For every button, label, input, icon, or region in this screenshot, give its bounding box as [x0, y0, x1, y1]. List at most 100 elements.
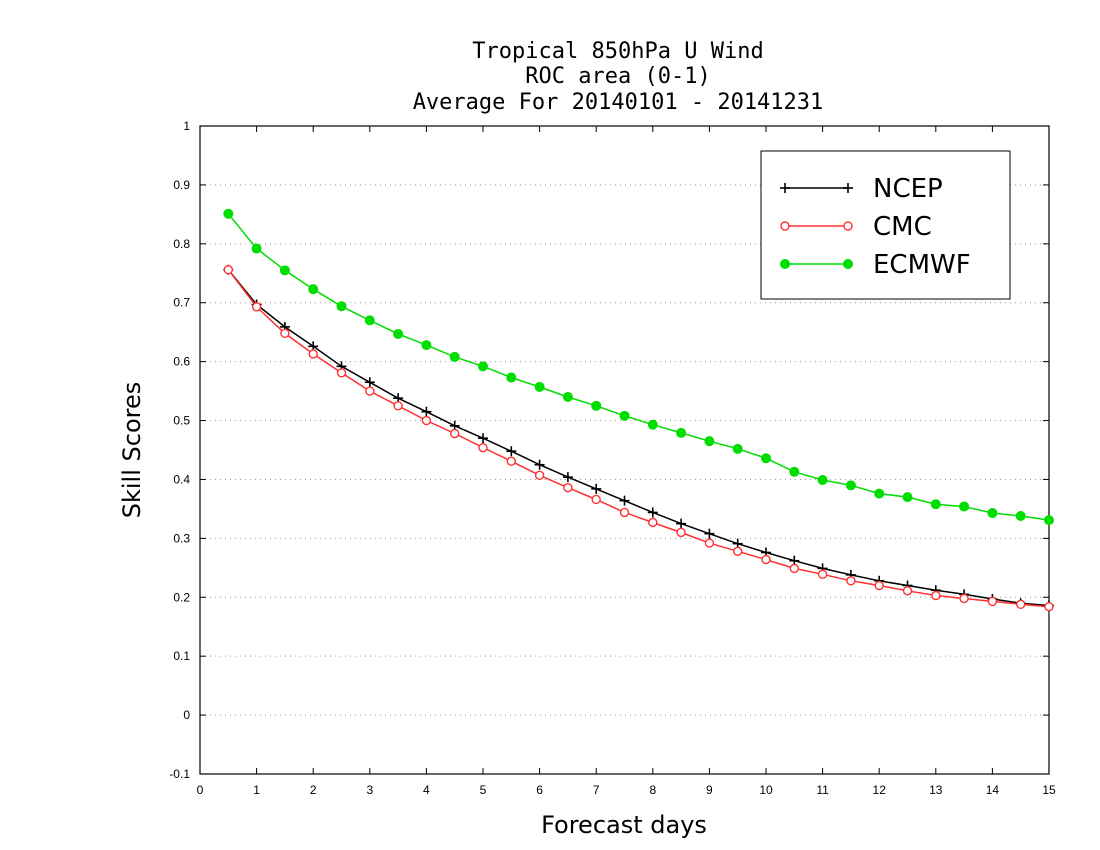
- x-tick-label: 2: [310, 783, 317, 797]
- cmc-point: [308, 349, 318, 359]
- x-tick-label: 10: [759, 783, 773, 797]
- legend-label-cmc: CMC: [873, 212, 932, 242]
- ecmwf-point: [704, 436, 715, 447]
- cmc-point: [280, 328, 290, 339]
- cmc-point: [591, 494, 601, 505]
- series-ecmwf: [223, 208, 1054, 526]
- cmc-point: [959, 593, 969, 604]
- legend-item-ecmwf: ECMWF: [780, 250, 971, 280]
- cmc-point: [931, 590, 941, 601]
- cmc-point: [1044, 601, 1054, 612]
- x-tick-label: 0: [197, 783, 204, 797]
- cmc-point: [619, 507, 630, 518]
- ecmwf-point: [732, 443, 743, 454]
- cmc-point: [1016, 599, 1026, 610]
- cmc-point: [336, 368, 347, 378]
- ecmwf-point: [308, 284, 319, 295]
- ncep-point: [704, 528, 715, 539]
- cmc-point: [874, 580, 884, 591]
- cmc-point: [704, 538, 715, 548]
- y-tick-label: 0.5: [173, 414, 190, 428]
- ecmwf-point: [393, 328, 404, 339]
- x-tick-label: 5: [480, 783, 487, 797]
- ecmwf-point: [364, 315, 375, 326]
- cmc-point: [393, 401, 403, 411]
- axis-ticks: -0.100.10.20.30.40.50.60.70.80.910 1 2 3 4 5 6…: [169, 119, 1056, 797]
- cmc-point: [478, 442, 488, 453]
- series-lines: [223, 208, 1054, 612]
- y-tick-label: 0.2: [173, 590, 190, 604]
- x-axis-title: Forecast days: [541, 811, 707, 839]
- cmc-point: [223, 265, 234, 275]
- legend-marker: [843, 259, 853, 269]
- legend-marker: [843, 183, 853, 193]
- cmc-point: [733, 546, 743, 557]
- ecmwf-point: [534, 381, 545, 392]
- x-tick-label: 6: [536, 783, 543, 797]
- cmc-point: [817, 569, 828, 579]
- cmc-point: [506, 456, 516, 466]
- ecmwf-point: [336, 301, 347, 312]
- ncep-line: [227, 269, 1050, 607]
- legend-marker: [843, 221, 853, 231]
- ncep-point: [591, 483, 602, 494]
- legend: NCEP CMC ECMWF: [760, 150, 1011, 300]
- y-tick-label: 0.3: [173, 531, 190, 545]
- ecmwf-point: [1044, 515, 1054, 526]
- title-line-3: Average For 20140101 - 20141231: [413, 90, 824, 115]
- title-line-1: Tropical 850hPa U Wind: [472, 39, 763, 64]
- ecmwf-point: [223, 208, 234, 219]
- y-tick-label: 0.9: [173, 178, 190, 192]
- ncep-point: [364, 377, 375, 388]
- x-tick-label: 11: [816, 783, 829, 797]
- ecmwf-point: [789, 466, 800, 477]
- cmc-point: [902, 586, 913, 596]
- ecmwf-point: [959, 501, 970, 512]
- series-ncep: [223, 264, 1054, 611]
- x-tick-label: 9: [706, 783, 713, 797]
- cmc-point: [365, 386, 375, 396]
- x-tick-label: 14: [986, 783, 1000, 797]
- ncep-point: [421, 406, 432, 417]
- ncep-point: [506, 446, 517, 457]
- ecmwf-point: [761, 453, 771, 464]
- x-tick-label: 15: [1042, 783, 1056, 797]
- ecmwf-point: [506, 372, 517, 383]
- legend-marker: [780, 221, 790, 231]
- ecmwf-point: [421, 340, 432, 351]
- legend-label-ecmwf: ECMWF: [873, 250, 971, 280]
- cmc-point: [563, 483, 573, 493]
- ecmwf-point: [478, 361, 488, 372]
- legend-item-ncep: NCEP: [780, 174, 943, 204]
- ecmwf-point: [987, 508, 998, 519]
- y-axis-title: Skill Scores: [118, 382, 146, 519]
- ecmwf-point: [562, 391, 573, 402]
- x-tick-label: 7: [593, 783, 600, 797]
- ecmwf-point: [845, 480, 856, 491]
- ncep-point: [478, 433, 488, 444]
- legend-item-cmc: CMC: [780, 212, 932, 242]
- chart-title: Tropical 850hPa U Wind ROC area (0-1) Av…: [413, 39, 824, 115]
- ecmwf-point: [279, 265, 290, 276]
- ncep-point: [676, 518, 687, 529]
- legend-marker: [780, 183, 790, 193]
- x-tick-label: 8: [649, 783, 656, 797]
- ecmwf-point: [647, 419, 658, 430]
- ncep-point: [619, 495, 630, 506]
- cmc-point: [846, 576, 856, 586]
- cmc-point: [761, 554, 771, 565]
- cmc-point: [450, 428, 460, 439]
- y-tick-label: 1: [183, 119, 190, 133]
- y-tick-label: 0.6: [173, 355, 190, 369]
- ecmwf-point: [591, 400, 602, 411]
- plot-frame: [199, 125, 1050, 775]
- ecmwf-point: [676, 427, 687, 438]
- ecmwf-point: [251, 243, 262, 254]
- ecmwf-point: [619, 410, 630, 421]
- legend-marker: [780, 259, 790, 269]
- cmc-point: [534, 470, 545, 481]
- cmc-point: [676, 527, 686, 538]
- ecmwf-point: [817, 475, 828, 486]
- y-tick-label: 0: [183, 708, 190, 722]
- cmc-point: [987, 596, 998, 607]
